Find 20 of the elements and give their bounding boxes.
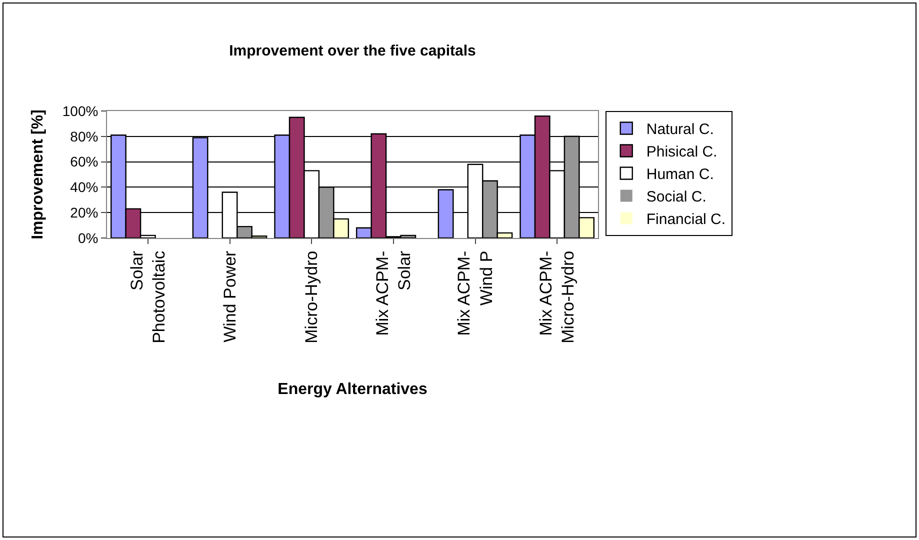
x-tick-label: Mix ACPM-Micro-Hydro [536, 250, 578, 344]
x-tick-label: Mix ACPM-Solar [372, 250, 414, 336]
legend-label: Social C. [646, 188, 706, 206]
legend-label: Human C. [646, 166, 714, 184]
x-tick-label: Solar Photovoltaic [127, 250, 168, 344]
x-tick-label: Wind Power [220, 250, 240, 342]
legend-label: Natural C. [646, 121, 714, 138]
y-tick-label: 0% [78, 230, 98, 246]
y-tick-label: 20% [70, 204, 98, 220]
x-tick-label: Micro-Hydro [302, 250, 322, 344]
y-axis-title: Improvement [%] [29, 110, 46, 240]
x-tick-label: Mix ACPM-Wind P [454, 250, 496, 336]
chart-title: Improvement over the five capitals [229, 42, 476, 60]
y-tick-label: 100% [62, 102, 98, 119]
legend-label: Phisical C. [646, 144, 718, 161]
y-tick-label: 80% [70, 128, 98, 144]
y-tick-label: 60% [70, 154, 98, 170]
x-axis-title: Energy Alternatives [278, 381, 428, 398]
y-tick-label: 40% [70, 179, 98, 196]
legend-label: Financial C. [646, 211, 726, 228]
